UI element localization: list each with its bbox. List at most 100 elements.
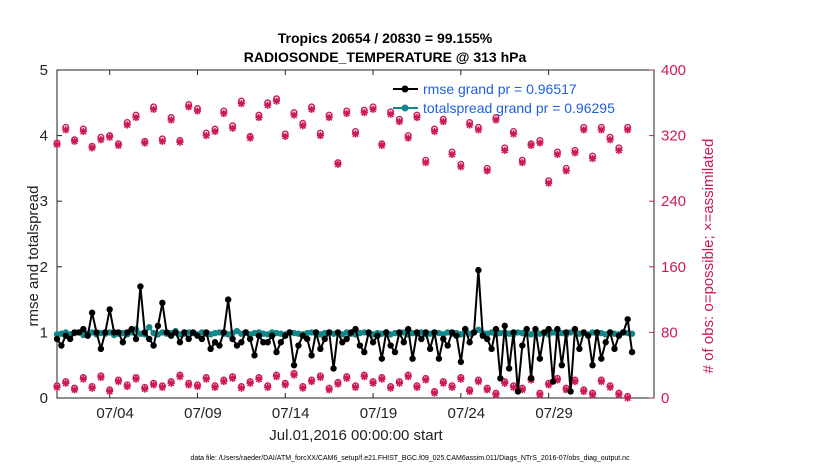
legend-rmse-label: rmse grand pr = 0.96517 — [423, 81, 577, 97]
right-tick-label: 80 — [661, 324, 678, 341]
obs-assimilated-point — [211, 127, 219, 136]
rmse-point — [163, 329, 170, 336]
rmse-point — [615, 332, 623, 339]
obs-assimilated-point — [457, 163, 465, 171]
rmse-point — [404, 325, 412, 333]
rmse-point — [387, 342, 394, 349]
rmse-point — [84, 332, 91, 339]
rmse-point — [334, 329, 342, 336]
obs-assimilated-point — [290, 111, 298, 119]
obs-assimilated-point — [176, 373, 184, 381]
obs-assimilated-point — [536, 139, 544, 147]
legend-totalspread-label: totalspread grand pr = 0.96295 — [423, 100, 615, 116]
plot-area — [56, 69, 655, 399]
obs-assimilated-point — [404, 373, 412, 381]
rmse-point — [246, 335, 254, 343]
rmse-point — [93, 329, 100, 336]
rmse-point — [426, 345, 434, 352]
obs-assimilated-point — [615, 146, 623, 154]
obs-assimilated-point — [255, 113, 263, 122]
rmse-point — [242, 329, 249, 336]
obs-assimilated-point — [624, 126, 632, 134]
obs-assimilated-point — [62, 379, 70, 387]
rmse-point — [347, 329, 355, 336]
rmse-point — [422, 329, 429, 336]
obs-assimilated-point — [272, 97, 281, 105]
rmse-point — [286, 329, 293, 336]
rmse-point — [400, 339, 407, 346]
rmse-point — [514, 388, 522, 395]
rmse-point — [602, 339, 609, 346]
left-tick-label: 0 — [40, 390, 48, 407]
obs-assimilated-point — [185, 381, 193, 389]
rmse-point — [598, 355, 605, 362]
rmse-point — [475, 266, 482, 274]
obs-assimilated-point — [202, 375, 210, 383]
obs-assimilated-point — [88, 384, 96, 392]
rmse-point — [492, 325, 500, 333]
obs-assimilated-point — [158, 137, 166, 145]
rmse-point — [497, 375, 504, 382]
obs-assimilated-point — [509, 383, 518, 391]
rmse-point — [75, 329, 83, 336]
rmse-point — [435, 355, 443, 362]
obs-assimilated-point — [264, 383, 272, 391]
obs-assimilated-point — [62, 126, 70, 134]
rmse-point — [277, 339, 285, 346]
rmse-point — [558, 362, 566, 369]
rmse-point — [137, 283, 144, 290]
rmse-point — [567, 388, 574, 395]
obs-assimilated-point — [580, 387, 588, 396]
legend-totalspread-marker — [401, 104, 409, 112]
rmse-point — [150, 342, 157, 349]
obs-assimilated-point — [413, 383, 421, 391]
left-tick-label: 5 — [40, 62, 48, 79]
rmse-point — [203, 329, 210, 336]
obs-assimilated-point — [53, 141, 61, 149]
rmse-point — [453, 332, 460, 339]
rmse-point — [145, 335, 153, 343]
rmse-point — [295, 342, 302, 349]
rmse-point — [510, 329, 517, 336]
obs-assimilated-point — [246, 134, 254, 142]
obs-assimilated-point — [141, 139, 149, 147]
obs-assimilated-point — [439, 118, 447, 126]
rmse-point — [628, 348, 636, 356]
obs-assimilated-point — [351, 130, 360, 138]
rmse-point — [444, 342, 451, 349]
rmse-point — [396, 329, 403, 336]
obs-assimilated-point — [97, 373, 105, 382]
obs-assimilated-point — [501, 146, 509, 154]
obs-assimilated-point — [325, 386, 333, 394]
rmse-point — [448, 329, 456, 336]
obs-assimilated-point — [378, 375, 386, 383]
obs-assimilated-point — [474, 126, 483, 134]
obs-assimilated-point — [474, 378, 483, 386]
rmse-point — [66, 335, 74, 343]
rmse-point — [198, 335, 206, 343]
obs-assimilated-point — [597, 378, 605, 386]
obs-assimilated-point — [360, 109, 368, 117]
rmse-point — [339, 339, 346, 346]
rmse-point — [172, 329, 179, 336]
obs-assimilated-point — [237, 384, 245, 392]
obs-assimilated-point — [334, 160, 342, 168]
obs-assimilated-point — [308, 378, 316, 386]
obs-assimilated-point — [70, 137, 79, 145]
rmse-point — [431, 329, 438, 336]
obs-assimilated-point — [545, 179, 553, 187]
left-tick-label: 4 — [40, 128, 48, 145]
obs-assimilated-point — [79, 375, 87, 383]
rmse-point — [536, 355, 544, 362]
left-tick-label: 1 — [40, 324, 48, 341]
rmse-point — [80, 325, 87, 333]
obs-assimilated-point — [492, 116, 500, 124]
rmse-point — [317, 345, 324, 352]
rmse-series — [53, 266, 636, 395]
rmse-point — [207, 345, 214, 352]
obs-assimilated-point — [334, 380, 342, 388]
obs-assimilated-point — [492, 391, 500, 399]
obs-assimilated-point — [580, 126, 588, 134]
obs-assimilated-point — [79, 127, 87, 136]
